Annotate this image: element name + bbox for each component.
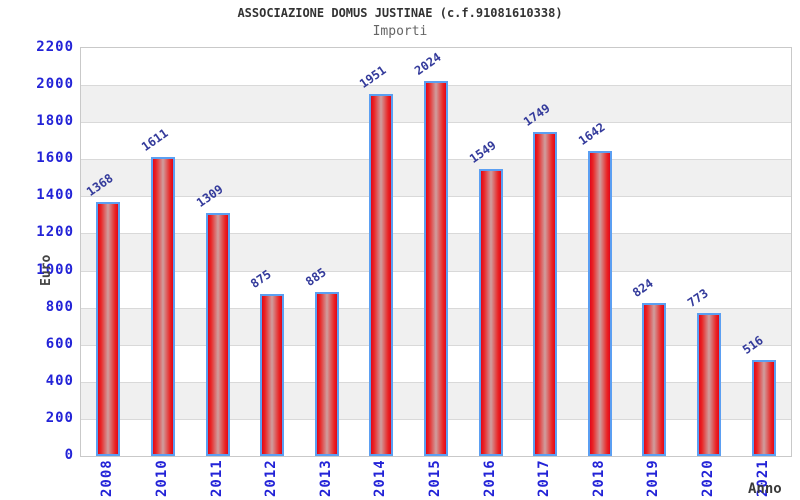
y-axis-title: Euro	[39, 254, 54, 286]
x-tick-label: 2008	[99, 459, 116, 497]
y-tick-label: 1200	[36, 224, 74, 241]
bar	[587, 151, 612, 456]
y-tick-label: 2200	[36, 39, 74, 55]
bar	[533, 131, 558, 456]
y-tick-label: 1600	[36, 150, 74, 167]
chart-title: ASSOCIAZIONE DOMUS JUSTINAE (c.f.9108161…	[237, 6, 563, 20]
y-tick-label: 800	[45, 298, 74, 315]
y-tick-label: 0	[64, 447, 74, 463]
y-tick-label: 400	[45, 372, 74, 389]
bar	[150, 157, 175, 456]
plot-area: 1368 1611 1309 875 885 1951 2024 1549 1749 1642 82…	[80, 47, 792, 457]
x-tick-label: 2010	[153, 459, 170, 497]
y-tick-label: 1000	[36, 261, 74, 278]
y-tick-label: 200	[45, 409, 74, 426]
grid-band	[81, 48, 791, 86]
x-tick-label: 2011	[208, 459, 225, 497]
x-tick-label: 2015	[427, 459, 443, 497]
bar	[642, 303, 667, 456]
bar	[314, 291, 339, 456]
x-tick-label: 2013	[317, 459, 334, 497]
x-tick-label: 2019	[645, 459, 662, 497]
bar	[260, 293, 285, 456]
bar	[369, 94, 394, 456]
x-tick-label: 2016	[481, 459, 498, 497]
bar	[751, 360, 776, 456]
y-tick-label: 1400	[36, 187, 74, 204]
x-tick-label: 2018	[590, 459, 607, 497]
chart-subtitle: Importi	[372, 24, 428, 39]
x-tick-label: 2020	[700, 459, 717, 497]
x-tick-label: 2014	[372, 459, 389, 497]
bar	[205, 213, 230, 456]
y-tick-label: 2000	[36, 76, 74, 93]
bar	[478, 168, 503, 456]
y-tick-label: 600	[45, 335, 74, 352]
bar	[697, 312, 722, 456]
y-tick-label: 1800	[36, 113, 74, 130]
x-tick-label: 2012	[263, 459, 280, 497]
x-tick-label: 2017	[536, 459, 553, 497]
bar	[424, 80, 448, 456]
x-axis-title: Anno	[748, 481, 782, 497]
bar	[96, 202, 121, 456]
